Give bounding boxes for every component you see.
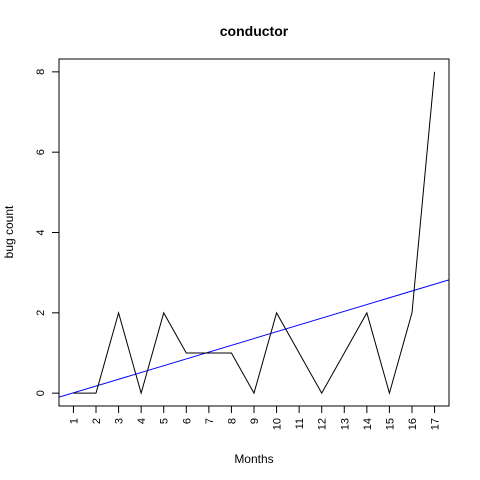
y-tick-label-6: 6: [35, 149, 47, 155]
x-tick-label-17: 17: [430, 418, 442, 430]
chart-title: conductor: [220, 23, 289, 39]
trend-line: [59, 279, 449, 398]
y-tick-label-4: 4: [35, 229, 47, 235]
x-tick-label-7: 7: [204, 418, 216, 424]
x-tick-label-11: 11: [294, 418, 306, 429]
y-tick-label-2: 2: [35, 310, 47, 316]
x-axis-label: Months: [234, 452, 273, 466]
y-tick-label-0: 0: [35, 390, 47, 396]
x-tick-label-6: 6: [181, 418, 193, 424]
x-tick-label-16: 16: [407, 418, 419, 430]
x-tick-label-5: 5: [159, 418, 171, 424]
x-tick-label-9: 9: [249, 418, 261, 424]
x-tick-label-13: 13: [339, 418, 351, 430]
y-axis-label: bug count: [2, 205, 16, 258]
x-tick-label-14: 14: [362, 418, 374, 430]
x-tick-label-3: 3: [114, 418, 126, 424]
x-tick-label-15: 15: [384, 418, 396, 430]
y-tick-label-8: 8: [35, 69, 47, 75]
plot-frame: [58, 58, 450, 407]
x-tick-label-1: 1: [68, 418, 80, 424]
series-line-1: [73, 71, 436, 395]
x-tick-label-8: 8: [226, 418, 238, 424]
x-tick-label-2: 2: [91, 418, 103, 424]
x-axis: 1 2 3 4 5 6 7 8 9 10 11 12 13 14 15 16 17: [68, 406, 442, 430]
x-tick-label-10: 10: [272, 418, 284, 430]
x-tick-label-12: 12: [317, 418, 329, 430]
y-axis: 0 2 4 6 8: [35, 69, 59, 396]
x-tick-label-4: 4: [136, 418, 148, 424]
plot-layer: [59, 71, 449, 398]
